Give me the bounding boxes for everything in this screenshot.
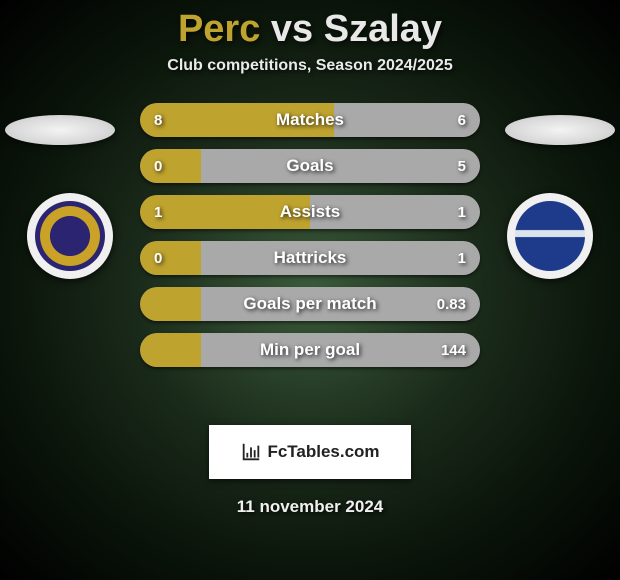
bar-fill-left [140,195,310,229]
bar-fill-right [334,103,480,137]
branding-text: FcTables.com [267,442,379,462]
comparison-area: 86Matches 05Goals 11Assists 01Hattricks 0.83… [0,103,620,403]
pedestal-left [5,115,115,145]
bar-fill-right [201,287,480,321]
bar-fill-left [140,103,334,137]
stat-bar: 01Hattricks [140,241,480,275]
bar-fill-left [140,333,201,367]
player1-name: Perc [178,8,260,50]
stat-bars: 86Matches 05Goals 11Assists 01Hattricks 0.83… [140,103,480,379]
branding-badge: FcTables.com [209,425,411,479]
bar-fill-right [201,241,480,275]
player2-name: Szalay [324,8,442,50]
bar-fill-right [201,149,480,183]
stat-bar: 05Goals [140,149,480,183]
bar-fill-left [140,149,201,183]
stat-bar: 11Assists [140,195,480,229]
stat-bar: 0.83Goals per match [140,287,480,321]
footer-date: 11 november 2024 [0,497,620,517]
bar-fill-right [310,195,480,229]
vs-text: vs [271,8,313,50]
chart-icon [240,441,262,463]
bar-fill-right [201,333,480,367]
subtitle: Club competitions, Season 2024/2025 [0,57,620,75]
club-badge-right-icon [507,193,593,279]
bar-fill-left [140,241,201,275]
pedestal-right [505,115,615,145]
stat-bar: 144Min per goal [140,333,480,367]
stat-bar: 86Matches [140,103,480,137]
club-badge-left-icon [27,193,113,279]
bar-fill-left [140,287,201,321]
page-title: Perc vs Szalay [0,8,620,51]
